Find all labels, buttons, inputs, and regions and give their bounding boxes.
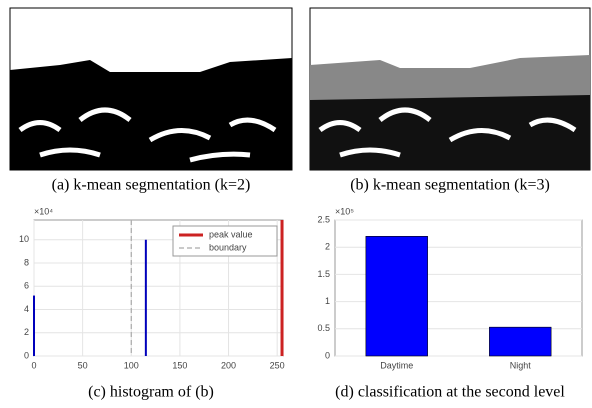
x-tick-label: Daytime	[380, 360, 413, 370]
image-a	[9, 7, 293, 171]
x-tick-label: Night	[510, 360, 532, 370]
y-tick-label: 6	[24, 281, 29, 291]
legend-label: boundary	[209, 242, 247, 252]
y-tick-label: 1	[325, 296, 330, 306]
x-tick-label: 250	[270, 360, 285, 370]
y-tick-label: 2	[24, 327, 29, 337]
bar	[489, 326, 552, 357]
y-tick-label: 0	[325, 350, 330, 360]
bar	[365, 236, 428, 357]
y-tick-label: 1.5	[317, 269, 330, 279]
y-tick-label: 2.5	[317, 214, 330, 224]
x-tick-label: 100	[124, 360, 139, 370]
axis-exponent: ×10⁴	[34, 206, 53, 216]
y-tick-label: 4	[24, 304, 29, 314]
image-b	[309, 7, 591, 171]
y-tick-label: 8	[24, 257, 29, 267]
x-tick-label: 200	[221, 360, 236, 370]
legend	[172, 225, 278, 257]
caption: (b) k-mean segmentation (k=3)	[350, 177, 550, 194]
y-tick-label: 0	[24, 350, 29, 360]
caption: (d) classification at the second level	[335, 384, 565, 401]
x-tick-label: 150	[172, 360, 187, 370]
y-tick-label: 2	[325, 242, 330, 252]
x-tick-label: 0	[31, 360, 36, 370]
caption: (a) k-mean segmentation (k=2)	[52, 177, 251, 194]
axis-exponent: ×10⁵	[335, 206, 354, 216]
legend-label: peak value	[209, 229, 253, 239]
y-tick-label: 10	[19, 234, 29, 244]
y-tick-label: 0.5	[317, 323, 330, 333]
caption: (c) histogram of (b)	[88, 384, 214, 401]
x-tick-label: 50	[78, 360, 88, 370]
